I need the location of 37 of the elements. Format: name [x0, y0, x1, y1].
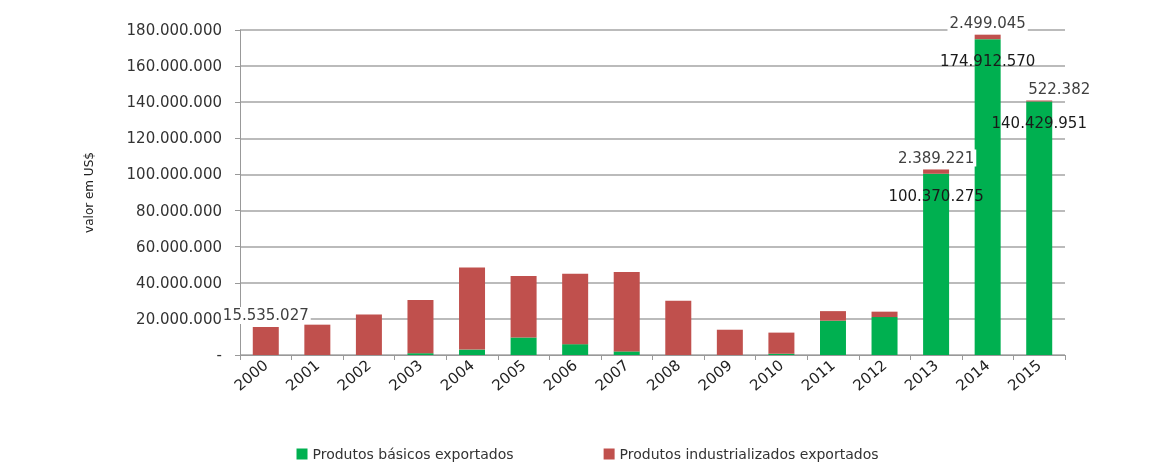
y-tick-label: 40.000.000	[136, 273, 222, 292]
bar	[407, 299, 434, 354]
bar	[716, 329, 743, 355]
legend-label: Produtos básicos exportados	[312, 446, 514, 462]
y-axis-title: valor em US$	[82, 152, 96, 233]
bar	[562, 273, 589, 345]
data-label: 2.389.221	[897, 148, 975, 167]
bar	[768, 332, 795, 354]
y-tick-label: 20.000.000	[136, 309, 222, 328]
bar	[355, 314, 382, 355]
legend-label: Produtos industrializados exportados	[619, 446, 879, 462]
bar	[510, 337, 537, 355]
bar	[613, 271, 640, 352]
y-tick-label: 60.000.000	[136, 237, 222, 256]
bar	[923, 169, 950, 174]
bar	[459, 349, 486, 355]
bar	[510, 276, 537, 338]
y-tick-label: 100.000.000	[126, 165, 222, 184]
y-tick-label: -	[216, 346, 222, 364]
bar	[304, 324, 331, 355]
y-tick-label: 80.000.000	[136, 201, 222, 220]
bar	[252, 326, 279, 355]
bar	[819, 311, 846, 321]
y-tick-label: 160.000.000	[126, 57, 222, 76]
data-label: 15.535.027	[222, 306, 309, 325]
bar	[819, 320, 846, 355]
y-tick-label: 140.000.000	[126, 93, 222, 112]
data-label: 2.499.045	[949, 14, 1026, 33]
bar	[613, 351, 640, 355]
y-tick-label: 180.000.000	[126, 21, 222, 39]
bar	[871, 317, 898, 355]
bar	[459, 267, 486, 350]
bar	[871, 311, 898, 318]
data-label: 522.382	[1028, 80, 1091, 98]
bar	[562, 344, 589, 355]
y-tick-label: 120.000.000	[126, 129, 222, 148]
bar	[665, 300, 692, 355]
